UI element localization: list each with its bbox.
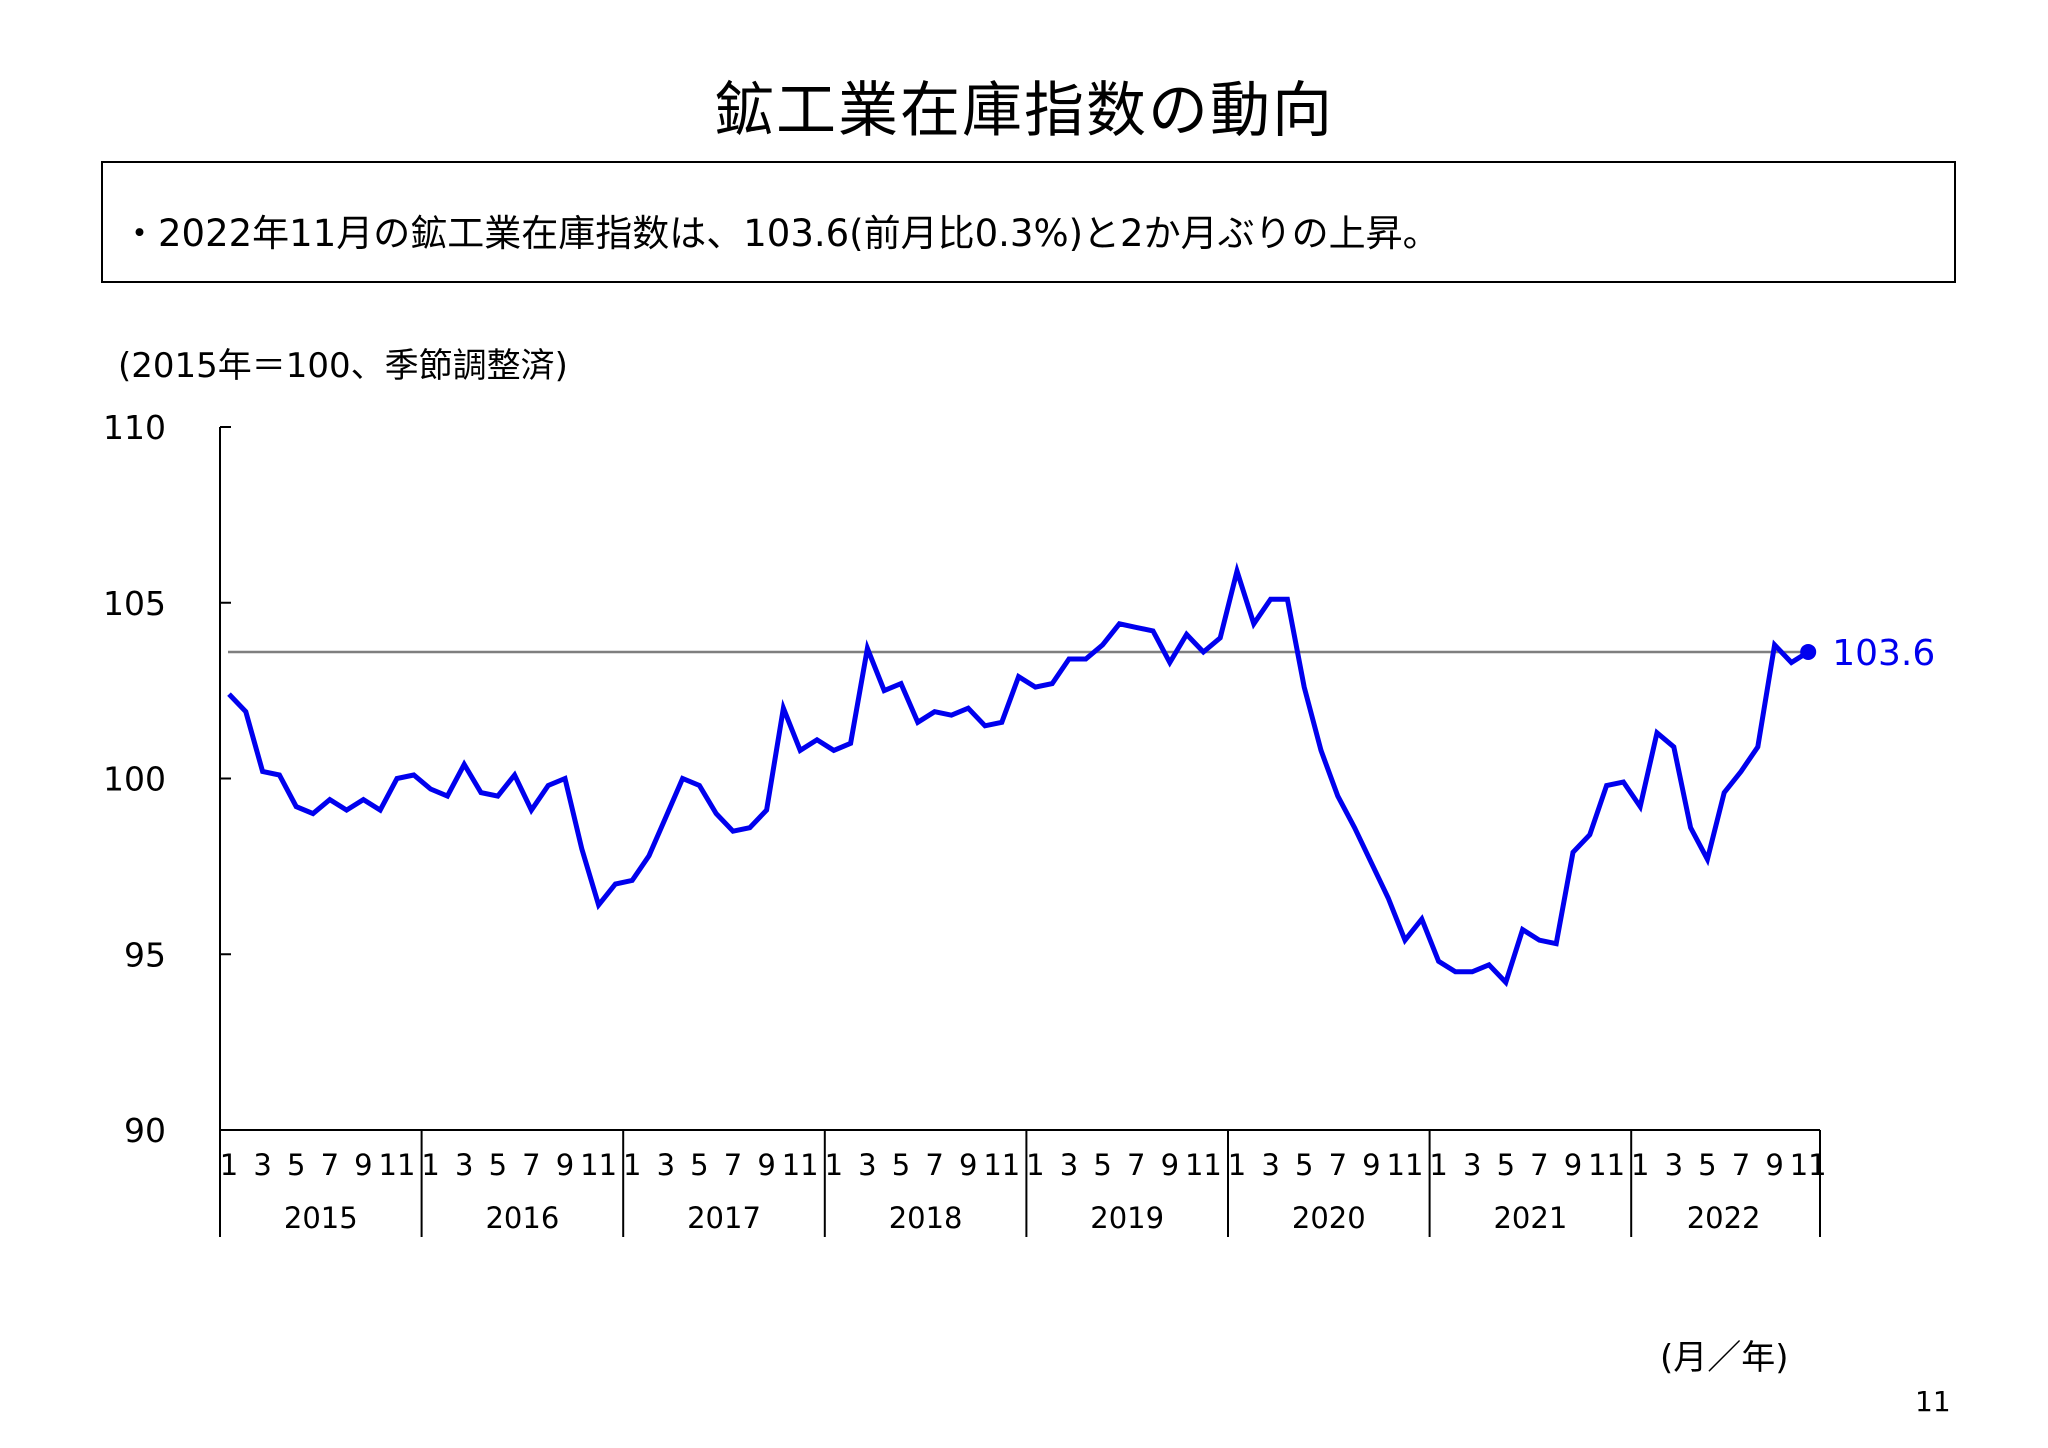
x-month-tick-label: 5 [690, 1148, 708, 1182]
x-month-tick-label: 3 [657, 1148, 675, 1182]
x-month-tick-label: 7 [1127, 1148, 1145, 1182]
x-month-tick-label: 3 [1060, 1148, 1078, 1182]
x-month-tick-label: 7 [1530, 1148, 1548, 1182]
series-line [227, 561, 1810, 988]
x-month-tick-label: 7 [925, 1148, 943, 1182]
x-month-tick-label: 9 [556, 1148, 574, 1182]
x-month-tick-label: 1 [1026, 1148, 1044, 1182]
x-month-tick-label: 11 [1790, 1148, 1827, 1182]
x-month-tick-label: 7 [1329, 1148, 1347, 1182]
x-year-label: 2019 [1090, 1201, 1164, 1235]
x-month-tick-label: 3 [1261, 1148, 1279, 1182]
y-tick-label: 110 [103, 408, 166, 447]
x-month-tick-label: 1 [1429, 1148, 1447, 1182]
x-month-tick-label: 11 [983, 1148, 1020, 1182]
x-month-tick-label: 9 [1161, 1148, 1179, 1182]
x-year-label: 2016 [485, 1201, 559, 1235]
x-month-tick-label: 3 [455, 1148, 473, 1182]
x-month-tick-label: 1 [1228, 1148, 1246, 1182]
y-tick-label: 90 [124, 1111, 166, 1150]
x-month-tick-label: 5 [489, 1148, 507, 1182]
x-month-tick-label: 11 [580, 1148, 617, 1182]
x-month-tick-label: 9 [757, 1148, 775, 1182]
x-month-tick-label: 7 [522, 1148, 540, 1182]
x-month-tick-label: 9 [1362, 1148, 1380, 1182]
x-month-tick-label: 5 [1295, 1148, 1313, 1182]
x-month-tick-label: 7 [724, 1148, 742, 1182]
x-month-tick-label: 9 [959, 1148, 977, 1182]
y-axis-unit-label: (2015年＝100、季節調整済) [118, 346, 568, 386]
x-month-tick-label: 1 [421, 1148, 439, 1182]
page-title: 鉱工業在庫指数の動向 [714, 76, 1334, 146]
x-month-tick-label: 9 [354, 1148, 372, 1182]
x-year-label: 2020 [1292, 1201, 1366, 1235]
x-month-tick-label: 7 [321, 1148, 339, 1182]
x-month-tick-label: 5 [1093, 1148, 1111, 1182]
latest-value-label: 103.6 [1832, 633, 1935, 674]
x-month-tick-label: 9 [1765, 1148, 1783, 1182]
summary-text: ・2022年11月の鉱工業在庫指数は、103.6(前月比0.3%)と2か月ぶりの… [121, 212, 1440, 255]
x-year-label: 2015 [284, 1201, 358, 1235]
x-year-label: 2018 [889, 1201, 963, 1235]
x-month-tick-label: 3 [858, 1148, 876, 1182]
x-month-tick-label: 11 [782, 1148, 819, 1182]
y-tick-label: 100 [103, 760, 166, 799]
x-month-tick-label: 11 [379, 1148, 416, 1182]
x-month-tick-label: 9 [1564, 1148, 1582, 1182]
y-tick-label: 105 [103, 584, 166, 623]
x-month-tick-label: 3 [253, 1148, 271, 1182]
x-year-label: 2017 [687, 1201, 761, 1235]
x-month-tick-label: 3 [1665, 1148, 1683, 1182]
latest-point-marker [1800, 643, 1817, 660]
x-month-tick-label: 1 [623, 1148, 641, 1182]
y-tick-label: 95 [124, 935, 166, 974]
x-month-tick-label: 1 [825, 1148, 843, 1182]
x-year-label: 2021 [1493, 1201, 1567, 1235]
x-month-tick-label: 5 [287, 1148, 305, 1182]
chart-marks: 103.6 [227, 561, 1935, 988]
x-month-tick-label: 1 [1631, 1148, 1649, 1182]
x-month-tick-label: 1 [220, 1148, 238, 1182]
summary-box: ・2022年11月の鉱工業在庫指数は、103.6(前月比0.3%)と2か月ぶりの… [101, 161, 1956, 283]
x-month-tick-label: 5 [1698, 1148, 1716, 1182]
x-month-tick-label: 5 [1497, 1148, 1515, 1182]
x-year-label: 2022 [1687, 1201, 1761, 1235]
x-month-tick-label: 11 [1387, 1148, 1424, 1182]
page-number: 11 [1915, 1385, 1951, 1418]
x-month-tick-label: 3 [1463, 1148, 1481, 1182]
x-month-tick-label: 11 [1185, 1148, 1222, 1182]
x-axis-unit-label: (月／年) [1660, 1338, 1789, 1378]
x-month-tick-label: 5 [892, 1148, 910, 1182]
x-month-tick-label: 7 [1732, 1148, 1750, 1182]
x-month-tick-label: 11 [1588, 1148, 1625, 1182]
